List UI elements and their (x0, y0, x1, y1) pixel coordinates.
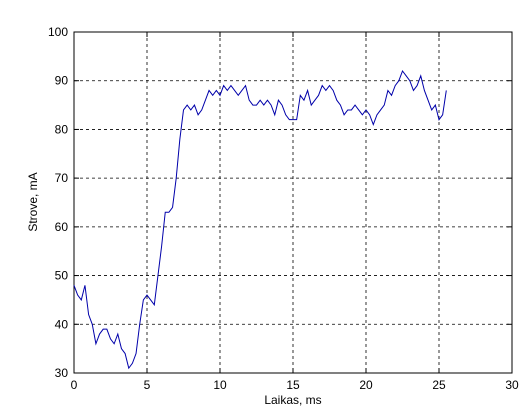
y-tick-label: 40 (55, 317, 69, 331)
y-tick-label: 50 (55, 269, 69, 283)
y-tick-label: 80 (55, 122, 69, 136)
y-tick-label: 60 (55, 220, 69, 234)
data-line (73, 69, 447, 370)
x-tick-label: 5 (144, 378, 151, 392)
y-axis-label: Strove, mA (26, 172, 40, 231)
y-tick-label: 100 (48, 25, 68, 39)
y-tick-label: 90 (55, 74, 69, 88)
y-tick-label: 70 (55, 171, 69, 185)
x-tick-label: 30 (505, 378, 519, 392)
x-axis-label: Laikas, ms (264, 393, 321, 407)
x-tick-label: 20 (359, 378, 373, 392)
y-tick-label: 30 (55, 366, 69, 380)
axes-box (73, 31, 513, 374)
x-tick-label: 0 (71, 378, 78, 392)
x-tick-label: 25 (432, 378, 446, 392)
x-tick-label: 10 (213, 378, 227, 392)
x-tick-label: 15 (286, 378, 300, 392)
